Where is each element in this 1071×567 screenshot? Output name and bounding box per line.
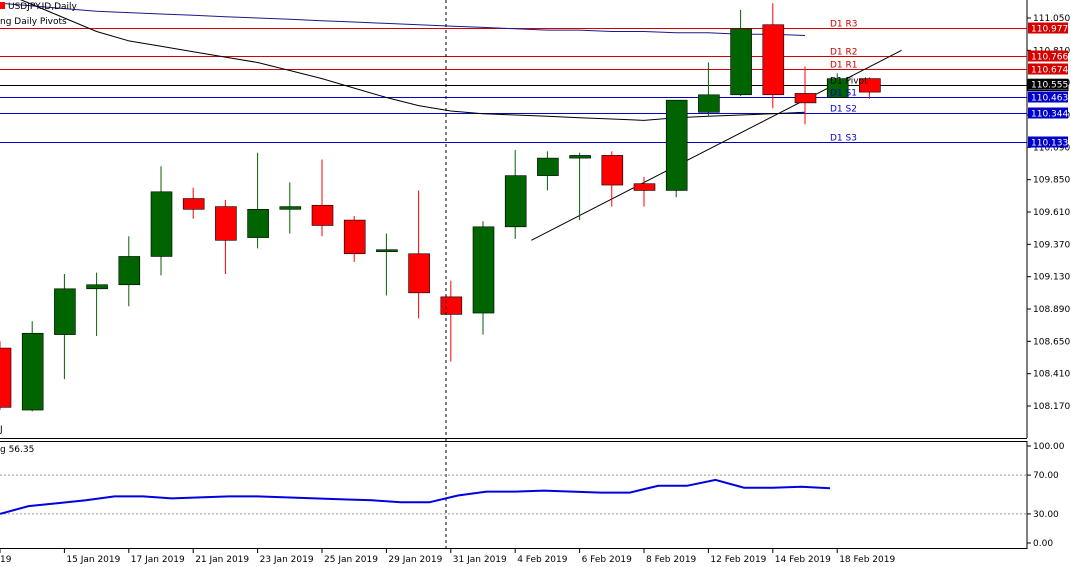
price-tick-label: 108.890 xyxy=(1033,305,1070,315)
ma-slow-line xyxy=(0,2,806,36)
candle-bear xyxy=(794,93,817,104)
pivot-label: D1 S3 xyxy=(830,134,857,144)
price-tick-label: 109.610 xyxy=(1033,208,1070,218)
candle-bull xyxy=(472,226,495,314)
candle-bull xyxy=(86,284,108,290)
candle-bull xyxy=(730,28,752,96)
candle-bull xyxy=(118,256,141,286)
candle-bear xyxy=(408,253,430,294)
pivot-price-tag-text: 110.133 xyxy=(1031,139,1068,149)
rsi-line xyxy=(0,478,831,515)
price-panel-marker: J xyxy=(0,425,3,435)
candle-bull xyxy=(826,78,849,98)
pivot-price-tag xyxy=(1028,91,1068,103)
candle-bull xyxy=(569,155,591,159)
pivot-price-tag-text: 110.463 xyxy=(1031,94,1068,104)
date-tick-label: 6 Feb 2019 xyxy=(582,555,633,565)
rsi-level-label: 30.00 xyxy=(1033,510,1059,520)
pivot-label: D1 Pivot xyxy=(830,77,868,87)
price-tick-label: 109.130 xyxy=(1033,273,1070,283)
date-tick-label: 17 Jan 2019 xyxy=(131,555,185,565)
date-tick-label: 19 xyxy=(0,555,12,565)
candle-bull xyxy=(504,175,527,228)
symbol-label: USDJPY.ID,Daily xyxy=(8,2,78,12)
pivot-price-tag xyxy=(1028,63,1068,75)
pivot-price-tag-text: 110.977 xyxy=(1031,25,1068,35)
current-price-tag xyxy=(1028,78,1068,90)
rsi-levels: 100.00 70.00 30.00 0.00 xyxy=(0,442,1065,549)
date-tick-label: 14 Feb 2019 xyxy=(775,555,831,565)
pivot-label: D1 R1 xyxy=(830,61,858,71)
price-tick-label: 108.650 xyxy=(1033,337,1070,347)
date-tick-label: 23 Jan 2019 xyxy=(260,555,314,565)
pivot-price-tag-text: 110.766 xyxy=(1031,53,1068,63)
candle-bear xyxy=(182,198,205,210)
pivot-price-tag-text: 110.344 xyxy=(1031,110,1068,120)
date-tick-label: 12 Feb 2019 xyxy=(710,555,766,565)
price-tick-label: 109.850 xyxy=(1033,176,1070,186)
date-tick-label: 25 Jan 2019 xyxy=(324,555,378,565)
candle-bear xyxy=(311,204,334,226)
date-tick-label: 21 Jan 2019 xyxy=(195,555,249,565)
candle-bear xyxy=(762,24,785,96)
pivot-label: D1 R3 xyxy=(830,20,858,30)
rsi-level-label: 70.00 xyxy=(1033,471,1059,481)
candle-bull xyxy=(665,99,688,191)
candle-bull xyxy=(698,94,720,113)
pivot-price-tag-text: 110.674 xyxy=(1031,66,1068,76)
date-tick-label: 15 Jan 2019 xyxy=(66,555,120,565)
pivot-labels: D1 R3 D1 R2 D1 R1 D1 Pivot D1 S1 D1 S2 D1 S3 xyxy=(830,20,868,144)
candle-bull xyxy=(537,157,559,176)
pivot-label: D1 S1 xyxy=(830,89,857,99)
date-axis: 15 Jan 2019 17 Jan 2019 21 Jan 2019 23 Jan … xyxy=(0,549,895,565)
date-tick-label: 18 Feb 2019 xyxy=(839,555,895,565)
candle-bull xyxy=(150,191,173,257)
candle-bear xyxy=(859,78,881,93)
candle-bull xyxy=(54,288,76,335)
candle-bear xyxy=(0,347,12,408)
candle-bear xyxy=(601,155,624,186)
date-tick-label: 29 Jan 2019 xyxy=(388,555,442,565)
symbol-marker xyxy=(0,2,5,9)
price-tick-label: 110.090 xyxy=(1033,143,1070,153)
candle-bull xyxy=(279,206,302,210)
price-tick-label: 111.050 xyxy=(1033,14,1070,24)
price-tick-label: 108.410 xyxy=(1033,370,1070,380)
candle-bull xyxy=(21,332,44,411)
indicator-label: ng Daily Pivots xyxy=(0,17,67,27)
rsi-label: g 56.35 xyxy=(0,445,34,455)
rsi-level-label: 100.00 xyxy=(1033,442,1065,452)
pivot-price-tag xyxy=(1028,136,1068,148)
date-tick-label: 31 Jan 2019 xyxy=(453,555,507,565)
pivot-label: D1 R2 xyxy=(830,48,858,58)
pivot-price-tag xyxy=(1028,50,1068,62)
candle-bear xyxy=(440,296,463,315)
candle-bull xyxy=(247,209,269,238)
pivot-price-tag xyxy=(1028,107,1068,119)
candle-bull xyxy=(376,249,398,253)
candles xyxy=(0,3,881,412)
price-tick-label: 109.370 xyxy=(1033,240,1070,250)
current-price-text: 110.555 xyxy=(1031,81,1068,91)
pivot-price-tag xyxy=(1028,22,1068,34)
price-tick-label: 108.170 xyxy=(1033,402,1070,412)
pivot-label: D1 S2 xyxy=(830,105,857,115)
candle-bear xyxy=(215,206,237,241)
date-tick-label: 8 Feb 2019 xyxy=(646,555,697,565)
candle-bear xyxy=(343,219,366,255)
candle-bear xyxy=(633,183,656,191)
date-tick-label: 4 Feb 2019 xyxy=(517,555,568,565)
pivot-price-tags: 110.977 110.766 110.674 110.555 110.463 110.3… xyxy=(1027,22,1069,149)
rsi-level-label: 0.00 xyxy=(1033,539,1053,549)
